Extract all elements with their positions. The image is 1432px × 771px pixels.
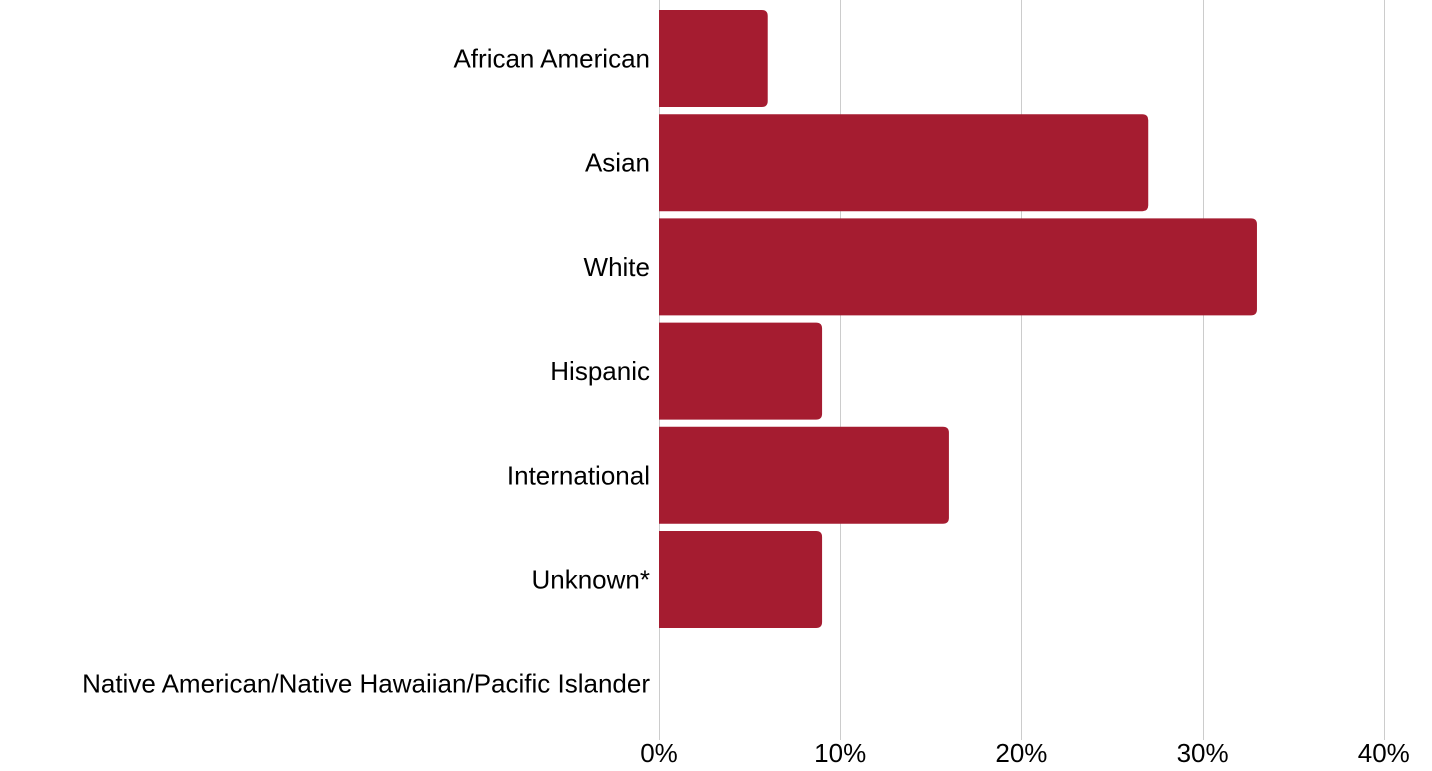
bar [659,531,823,628]
bars [659,10,1257,628]
bar [659,114,1149,212]
category-labels: African American Asian White Hispanic Intern… [82,44,650,699]
x-tick-label: 10% [814,738,866,768]
x-tick-label: 20% [995,738,1047,768]
x-tick-label: 30% [1177,738,1229,768]
x-tick-label: 0% [640,738,678,768]
x-axis-tick-labels: 0% 10% 20% 30% 40% [640,738,1410,768]
category-label: Hispanic [550,356,650,386]
category-label: White [584,252,650,282]
bar [659,10,768,107]
category-label: Asian [585,148,650,178]
bar [659,322,823,420]
category-label: Native American/Native Hawaiian/Pacific … [82,669,650,699]
x-tick-label: 40% [1358,738,1410,768]
category-label: Unknown* [531,565,650,595]
category-label: African American [453,44,650,74]
bar [659,426,949,524]
category-label: International [507,460,650,490]
bar [659,218,1257,316]
